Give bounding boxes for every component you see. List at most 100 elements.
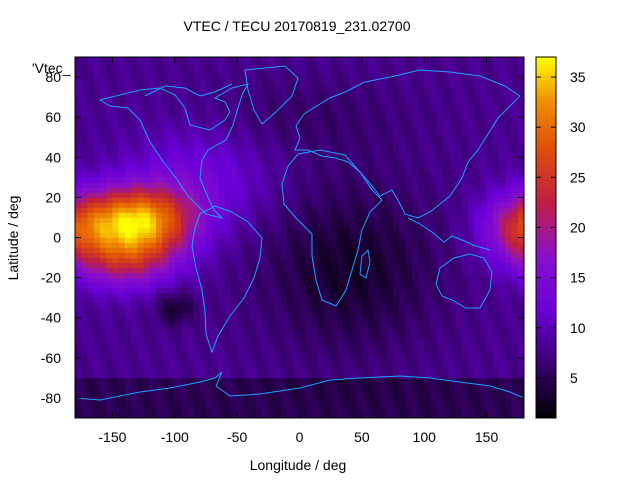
heatmap-cell xyxy=(480,252,487,258)
heatmap-cell xyxy=(212,367,219,374)
heatmap-cell xyxy=(355,392,363,399)
heatmap-cell xyxy=(492,362,500,369)
heatmap-cell xyxy=(99,167,107,173)
heatmap-cell xyxy=(361,87,369,93)
heatmap-cell xyxy=(411,152,419,158)
heatmap-cell xyxy=(193,112,201,118)
heatmap-cell xyxy=(293,312,300,319)
heatmap-cell xyxy=(143,182,151,188)
heatmap-cell xyxy=(255,197,263,203)
heatmap-cell xyxy=(287,402,294,409)
heatmap-cell xyxy=(393,257,400,263)
heatmap-cell xyxy=(455,167,463,173)
heatmap-cell xyxy=(499,282,506,289)
heatmap-cell xyxy=(199,402,207,409)
heatmap-cell xyxy=(262,117,269,123)
heatmap-cell xyxy=(455,147,463,153)
heatmap-cell xyxy=(106,287,113,294)
heatmap-cell xyxy=(436,372,444,379)
heatmap-cell xyxy=(181,317,188,324)
heatmap-cell xyxy=(131,407,138,414)
heatmap-cell xyxy=(118,257,126,263)
heatmap-cell xyxy=(486,412,494,418)
heatmap-cell xyxy=(430,287,438,294)
heatmap-cell xyxy=(405,117,413,123)
heatmap-cell xyxy=(93,257,101,263)
heatmap-cell xyxy=(187,292,194,299)
heatmap-cell xyxy=(187,332,194,339)
heatmap-cell xyxy=(374,242,381,248)
heatmap-cell xyxy=(318,297,325,304)
heatmap-cell xyxy=(324,347,332,354)
heatmap-cell xyxy=(511,177,519,183)
heatmap-cell xyxy=(87,402,95,409)
heatmap-cell xyxy=(99,277,107,284)
heatmap-cell xyxy=(461,227,469,233)
heatmap-cell xyxy=(374,122,381,128)
heatmap-cell xyxy=(243,127,251,133)
heatmap-cell xyxy=(274,337,282,344)
heatmap-cell xyxy=(212,92,219,98)
heatmap-cell xyxy=(393,82,400,88)
heatmap-cell xyxy=(143,222,151,228)
heatmap-cell xyxy=(436,322,444,329)
heatmap-cell xyxy=(93,282,101,289)
heatmap-cell xyxy=(393,332,400,339)
heatmap-cell xyxy=(374,167,381,173)
heatmap-cell xyxy=(193,282,201,289)
heatmap-cell xyxy=(492,122,500,128)
heatmap-cell xyxy=(205,82,213,88)
heatmap-cell xyxy=(499,262,506,268)
heatmap-cell xyxy=(467,347,475,354)
heatmap-cell xyxy=(187,322,194,329)
heatmap-cell xyxy=(106,247,113,253)
heatmap-cell xyxy=(480,247,487,253)
heatmap-cell xyxy=(106,227,113,233)
heatmap-cell xyxy=(218,317,226,324)
heatmap-cell xyxy=(449,172,456,178)
heatmap-cell xyxy=(274,197,282,203)
heatmap-cell xyxy=(287,182,294,188)
heatmap-cell xyxy=(436,287,444,294)
heatmap-cell xyxy=(187,277,194,284)
heatmap-cell xyxy=(187,197,194,203)
heatmap-cell xyxy=(156,182,163,188)
heatmap-cell xyxy=(368,287,375,294)
heatmap-cell xyxy=(343,102,350,108)
heatmap-cell xyxy=(336,322,344,329)
heatmap-cell xyxy=(118,217,126,223)
heatmap-cell xyxy=(499,307,506,314)
heatmap-cell xyxy=(199,112,207,118)
heatmap-cell xyxy=(411,237,419,243)
heatmap-cell xyxy=(299,267,307,273)
heatmap-cell xyxy=(399,322,406,329)
heatmap-cell xyxy=(318,247,325,253)
heatmap-cell xyxy=(480,107,487,113)
heatmap-cell xyxy=(243,122,251,128)
heatmap-cell xyxy=(156,262,163,268)
heatmap-cell xyxy=(311,247,319,253)
heatmap-cell xyxy=(255,412,263,418)
heatmap-cell xyxy=(262,202,269,208)
heatmap-cell xyxy=(99,247,107,253)
heatmap-cell xyxy=(93,327,101,334)
heatmap-cell xyxy=(349,122,357,128)
heatmap-cell xyxy=(224,327,232,334)
heatmap-cell xyxy=(305,92,313,98)
heatmap-cell xyxy=(243,222,251,228)
heatmap-cell xyxy=(224,137,232,143)
heatmap-cell xyxy=(417,72,425,78)
heatmap-cell xyxy=(324,342,332,349)
heatmap-cell xyxy=(287,367,294,374)
heatmap-cell xyxy=(305,337,313,344)
heatmap-cell xyxy=(224,152,232,158)
heatmap-cell xyxy=(112,242,120,248)
heatmap-cell xyxy=(143,137,151,143)
heatmap-cell xyxy=(517,97,524,103)
heatmap-cell xyxy=(255,77,263,83)
heatmap-cell xyxy=(212,247,219,253)
heatmap-cell xyxy=(187,342,194,349)
heatmap-cell xyxy=(131,337,138,344)
heatmap-cell xyxy=(237,157,244,163)
heatmap-cell xyxy=(368,147,375,153)
